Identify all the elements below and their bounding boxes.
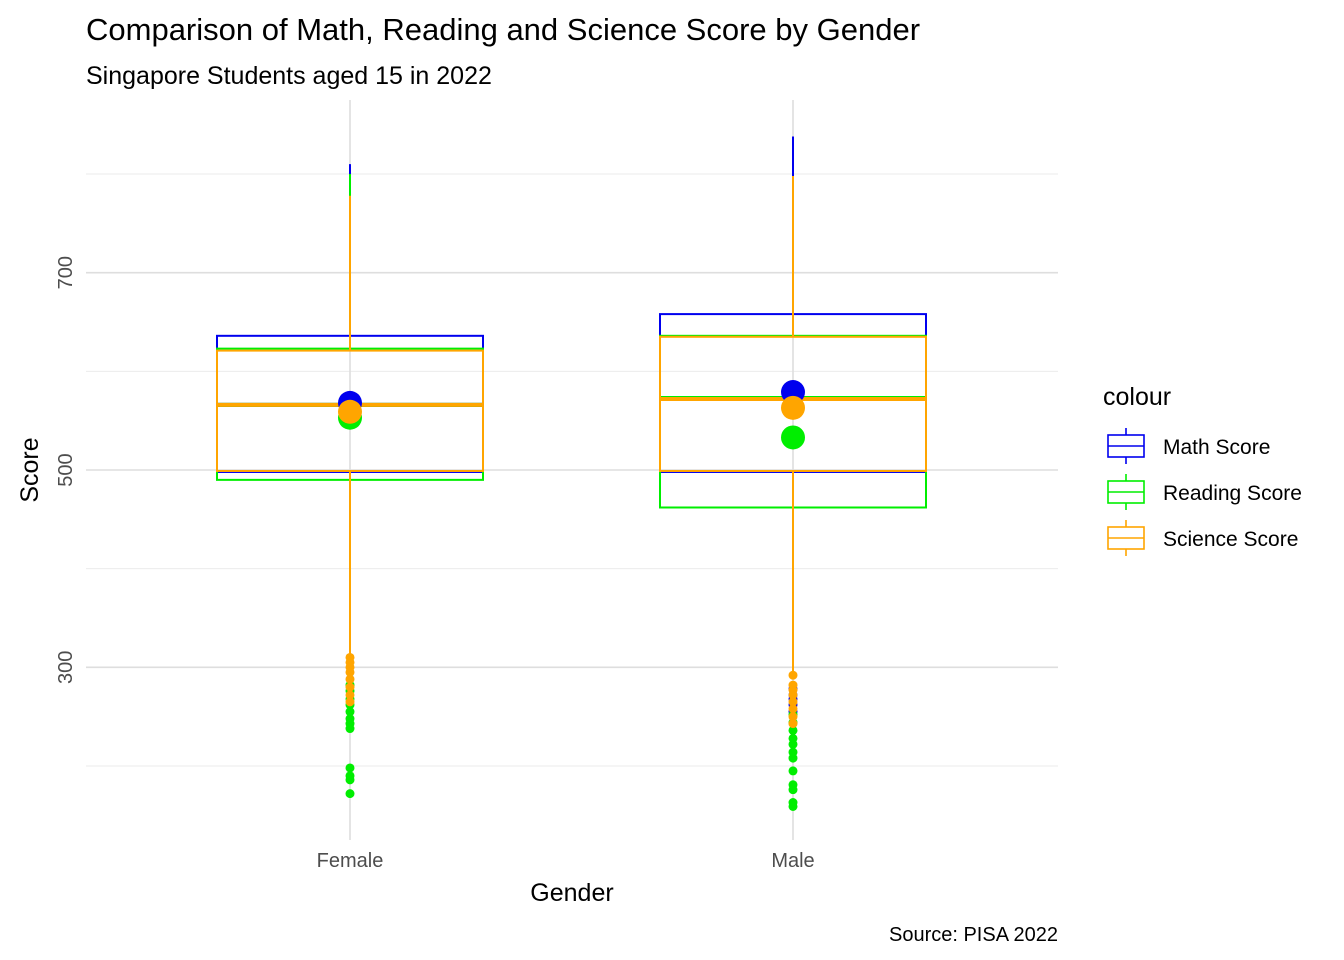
y-tick-label: 500 (55, 453, 77, 486)
chart-caption: Source: PISA 2022 (889, 924, 1058, 946)
legend-label: Math Score (1163, 436, 1270, 459)
x-tick-label: Female (317, 850, 384, 872)
outlier-point (788, 690, 798, 700)
legend-item: Science Score (1107, 520, 1298, 556)
outlier-point (788, 725, 798, 735)
legend-item: Math Score (1107, 428, 1270, 464)
outlier-point (788, 697, 798, 707)
legend: colour Math Score Reading Score Science Sc… (1103, 383, 1302, 556)
chart-title: Comparison of Math, Reading and Science … (86, 12, 920, 47)
outlier-point (345, 667, 355, 677)
y-axis-title: Score (16, 437, 44, 502)
x-tick-label: Male (771, 850, 814, 872)
outlier-point (345, 697, 355, 707)
outlier-point (345, 724, 355, 734)
outlier-point (788, 785, 798, 795)
legend-item: Reading Score (1107, 474, 1302, 510)
box (659, 335, 927, 472)
outlier-point (788, 670, 798, 680)
x-axis-title: Gender (530, 879, 613, 907)
y-tick-label: 700 (55, 256, 77, 289)
chart-subtitle: Singapore Students aged 15 in 2022 (86, 62, 492, 90)
legend-title: colour (1103, 383, 1171, 411)
mean-point (338, 399, 362, 424)
outlier-point (345, 707, 355, 717)
tick-labels: 300 500 700 Female Male (55, 256, 815, 872)
outlier-point (788, 712, 798, 722)
mean-point (781, 425, 805, 450)
legend-label: Science Score (1163, 528, 1298, 551)
outlier-point (345, 789, 355, 799)
outlier-point (788, 719, 798, 729)
outlier-point (345, 682, 355, 692)
mean-point (781, 395, 805, 420)
outlier-point (788, 753, 798, 763)
plot-marks (216, 136, 927, 811)
outlier-point (788, 704, 798, 714)
outlier-point (788, 766, 798, 776)
box (216, 349, 484, 472)
legend-label: Reading Score (1163, 482, 1302, 505)
y-tick-label: 300 (55, 651, 77, 684)
outlier-point (788, 739, 798, 749)
outlier-point (345, 763, 355, 773)
outlier-point (345, 775, 355, 785)
outlier-point (345, 674, 355, 684)
outlier-point (345, 690, 355, 700)
outlier-point (788, 801, 798, 811)
